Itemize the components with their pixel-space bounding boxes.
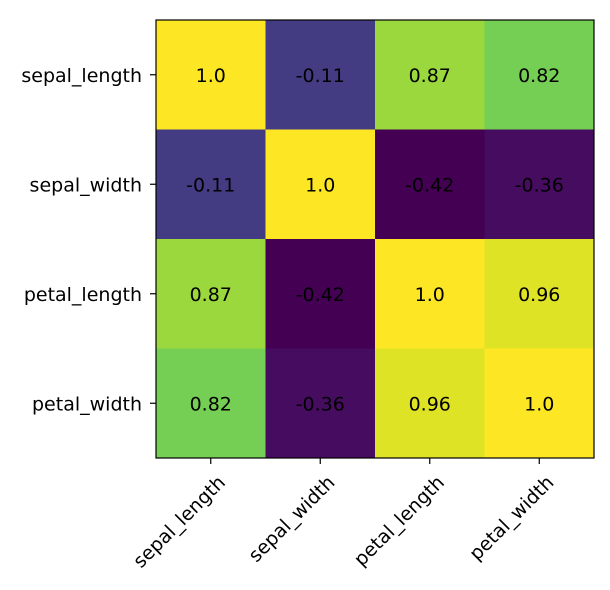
cell-value-label: 0.82 bbox=[190, 393, 232, 415]
cell-value-label: -0.42 bbox=[405, 174, 454, 196]
heatmap-cell bbox=[265, 348, 376, 459]
y-tick-label: sepal_length bbox=[21, 65, 142, 87]
cell-value-label: 0.87 bbox=[190, 284, 232, 306]
heatmap-cell bbox=[484, 239, 595, 349]
cell-value-label: 0.96 bbox=[409, 393, 451, 415]
heatmap-cell bbox=[484, 20, 595, 130]
cell-value-label: -0.36 bbox=[515, 174, 564, 196]
cell-value-label: -0.11 bbox=[296, 65, 345, 87]
y-tick-label: sepal_width bbox=[30, 174, 142, 196]
plot-frame bbox=[155, 19, 595, 459]
cell-value-label: 0.96 bbox=[518, 284, 560, 306]
x-axis-ticks: sepal_length sepal_width petal_length petal… bbox=[129, 458, 558, 572]
heatmap-cell bbox=[484, 348, 595, 459]
heatmap-cell bbox=[375, 239, 485, 349]
x-tick-label: petal_length bbox=[350, 472, 449, 571]
heatmap-cell bbox=[156, 129, 266, 240]
heatmap-cell bbox=[156, 239, 266, 349]
heatmap-cell bbox=[484, 129, 595, 240]
cell-value-label: -0.36 bbox=[296, 393, 345, 415]
heatmap-cell bbox=[375, 348, 485, 459]
heatmap-cell bbox=[375, 129, 485, 240]
cell-value-label: 1.0 bbox=[524, 393, 554, 415]
heatmap-cell-labels: 1.0 -0.11 0.87 0.82 -0.11 1.0 -0.42 -0.36 0.87 -0… bbox=[186, 65, 564, 416]
heatmap-cell bbox=[375, 20, 485, 130]
heatmap-cell bbox=[265, 20, 376, 130]
cell-value-label: 1.0 bbox=[415, 284, 445, 306]
cell-value-label: 1.0 bbox=[196, 65, 226, 87]
y-tick-label: petal_length bbox=[24, 284, 142, 306]
y-axis-ticks: sepal_length sepal_width petal_lengthpetal… bbox=[21, 65, 156, 415]
cell-value-label: 1.0 bbox=[305, 174, 335, 196]
heatmap-cell bbox=[156, 20, 266, 130]
cell-value-label: 0.87 bbox=[409, 65, 451, 87]
cell-value-label: -0.11 bbox=[186, 174, 235, 196]
heatmap-cell bbox=[265, 129, 376, 240]
x-tick-label: sepal_width bbox=[244, 472, 339, 567]
cell-value-label: 0.82 bbox=[518, 65, 560, 87]
cell-value-label: -0.42 bbox=[296, 284, 345, 306]
y-tick-label: petal_width bbox=[32, 393, 142, 415]
x-tick-label: petal_width bbox=[465, 472, 558, 565]
x-tick-label: sepal_length bbox=[129, 472, 230, 573]
heatmap-cells bbox=[156, 20, 595, 459]
heatmap-cell bbox=[265, 239, 376, 349]
heatmap-cell bbox=[156, 348, 266, 459]
